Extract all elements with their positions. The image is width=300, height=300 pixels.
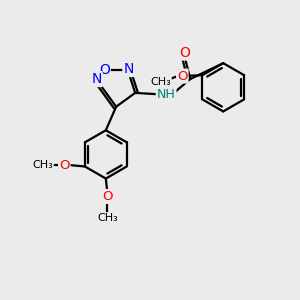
Text: N: N	[123, 62, 134, 76]
Text: NH: NH	[157, 88, 175, 101]
Text: O: O	[99, 64, 110, 77]
Text: O: O	[179, 46, 191, 59]
Text: CH₃: CH₃	[150, 77, 171, 87]
Text: O: O	[177, 70, 188, 83]
Text: CH₃: CH₃	[97, 213, 118, 223]
Text: O: O	[59, 158, 70, 172]
Text: N: N	[91, 72, 102, 86]
Text: O: O	[102, 190, 112, 203]
Text: CH₃: CH₃	[32, 160, 53, 170]
